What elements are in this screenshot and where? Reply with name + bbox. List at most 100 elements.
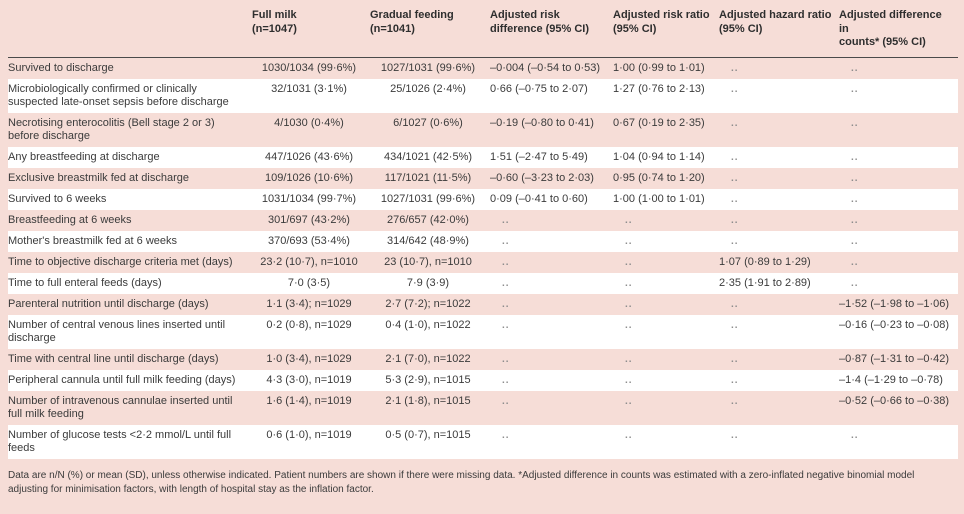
cell-adjusted-difference-in-counts: –0·87 (–1·31 to –0·42) [839,352,950,365]
cell-adjusted-risk-difference: 0·66 (–0·75 to 2·07) [490,82,588,95]
cell-adjusted-risk-ratio: .. [625,277,633,289]
cell-adjusted-risk-difference: .. [502,374,510,386]
row-label: Survived to discharge [8,61,114,74]
header-line: Gradual feeding [370,9,454,21]
cell-adjusted-difference-in-counts: .. [851,277,859,289]
cell-adjusted-risk-difference: –0·60 (–3·23 to 2·03) [490,171,594,184]
row-label: Necrotising enterocolitis (Bell stage 2 … [8,116,215,142]
cell-adjusted-hazard-ratio: 1·07 (0·89 to 1·29) [719,255,811,268]
outcomes-table: Full milk (n=1047) Gradual feeding (n=1041… [8,0,958,459]
table-row: Exclusive breastmilk fed at discharge 109… [8,168,958,189]
cell-gradual-feeding: 434/1021 (42·5%) [383,150,473,163]
cell-adjusted-difference-in-counts: .. [851,117,859,129]
cell-adjusted-hazard-ratio: .. [731,374,739,386]
outcomes-table-container: Full milk (n=1047) Gradual feeding (n=1041… [8,0,958,496]
cell-full-milk: 1030/1034 (99·6%) [261,61,357,74]
cell-adjusted-hazard-ratio: .. [731,298,739,310]
cell-adjusted-difference-in-counts: –0·52 (–0·66 to –0·38) [839,394,950,407]
header-row: Full milk (n=1047) Gradual feeding (n=1041… [8,0,958,58]
cell-adjusted-risk-ratio: .. [625,298,633,310]
table-row: Microbiologically confirmed or clinicall… [8,78,958,113]
cell-adjusted-risk-ratio: .. [625,353,633,365]
table-row: Breastfeeding at 6 weeks 301/697 (43·2%) 2… [8,210,958,231]
cell-adjusted-hazard-ratio: .. [731,83,739,95]
table-row: Number of intravenous cannulae inserted … [8,391,958,425]
cell-full-milk: 1031/1034 (99·7%) [261,192,357,205]
cell-adjusted-risk-difference: .. [502,298,510,310]
cell-adjusted-risk-ratio: 1·04 (0·94 to 1·14) [613,150,705,163]
cell-adjusted-risk-difference: .. [502,256,510,268]
header-line: (95% CI) [613,22,657,35]
row-label: Number of glucose tests <2·2 mmol/L unti… [8,428,232,454]
cell-full-milk: 301/697 (43·2%) [268,213,350,226]
column-header-adjusted-hazard-ratio: Adjusted hazard ratio (95% CI) [719,0,839,58]
column-header-outcome [8,0,252,58]
cell-adjusted-risk-difference: 1·51 (–2·47 to 5·49) [490,150,588,163]
header-line: counts* (95% CI) [839,36,926,48]
cell-adjusted-difference-in-counts: .. [851,193,859,205]
row-label: Mother's breastmilk fed at 6 weeks [8,234,178,247]
cell-adjusted-risk-difference: .. [502,319,510,331]
cell-adjusted-risk-difference: .. [502,235,510,247]
column-header-adjusted-risk-difference: Adjusted risk difference (95% CI) [490,0,613,58]
row-label: Time to objective discharge criteria met… [8,255,233,268]
header-line: difference (95% CI) [490,22,590,35]
cell-full-milk: 447/1026 (43·6%) [264,150,354,163]
cell-adjusted-hazard-ratio: .. [731,395,739,407]
cell-adjusted-risk-ratio: .. [625,256,633,268]
cell-adjusted-difference-in-counts: .. [851,83,859,95]
row-label: Time with central line until discharge (… [8,352,219,365]
cell-full-milk: 1·0 (3·4), n=1029 [266,352,352,365]
table-row: Mother's breastmilk fed at 6 weeks 370/69… [8,230,958,252]
cell-full-milk: 4·3 (3·0), n=1019 [266,373,352,386]
cell-adjusted-risk-difference: .. [502,395,510,407]
table-row: Necrotising enterocolitis (Bell stage 2 … [8,113,958,147]
cell-adjusted-hazard-ratio: .. [731,172,739,184]
cell-adjusted-risk-difference: –0·19 (–0·80 to 0·41) [490,116,594,129]
cell-adjusted-hazard-ratio: 2·35 (1·91 to 2·89) [719,276,811,289]
cell-gradual-feeding: 1027/1031 (99·6%) [380,61,476,74]
cell-adjusted-difference-in-counts: –1·52 (–1·98 to –1·06) [839,297,950,310]
cell-adjusted-risk-difference: .. [502,353,510,365]
cell-adjusted-difference-in-counts: .. [851,235,859,247]
cell-gradual-feeding: 1027/1031 (99·6%) [380,192,476,205]
cell-adjusted-risk-difference: 0·09 (–0·41 to 0·60) [490,192,588,205]
cell-gradual-feeding: 314/642 (48·9%) [387,234,469,247]
cell-gradual-feeding: 0·5 (0·7), n=1015 [385,428,471,441]
cell-gradual-feeding: 7·9 (3·9) [406,276,450,289]
header-line: Adjusted difference in [839,9,942,35]
cell-adjusted-difference-in-counts: .. [851,214,859,226]
cell-adjusted-hazard-ratio: .. [731,62,739,74]
header-line: Full milk [252,9,297,21]
table-row: Number of central venous lines inserted … [8,314,958,349]
cell-adjusted-risk-ratio: .. [625,214,633,226]
table-header: Full milk (n=1047) Gradual feeding (n=1041… [8,0,958,58]
cell-full-milk: 370/693 (53·4%) [268,234,350,247]
cell-adjusted-risk-difference: –0·004 (–0·54 to 0·53) [490,61,601,74]
cell-adjusted-risk-ratio: 0·67 (0·19 to 2·35) [613,116,705,129]
cell-adjusted-hazard-ratio: .. [731,429,739,441]
header-line: (n=1047) [252,22,297,35]
cell-adjusted-risk-ratio: .. [625,374,633,386]
cell-gradual-feeding: 2·1 (1·8), n=1015 [385,394,471,407]
cell-adjusted-risk-ratio: .. [625,235,633,247]
table-row: Survived to 6 weeks 1031/1034 (99·7%) 1027… [8,188,958,210]
cell-adjusted-hazard-ratio: .. [731,319,739,331]
cell-gradual-feeding: 2·7 (7·2); n=1022 [385,297,471,310]
cell-gradual-feeding: 0·4 (1·0), n=1022 [385,318,471,331]
cell-adjusted-difference-in-counts: .. [851,172,859,184]
cell-adjusted-risk-ratio: .. [625,395,633,407]
header-line: Adjusted risk ratio [613,9,710,21]
cell-adjusted-risk-difference: .. [502,277,510,289]
table-row: Time to full enteral feeds (days) 7·0 (3·… [8,272,958,294]
cell-adjusted-difference-in-counts: .. [851,151,859,163]
row-label: Exclusive breastmilk fed at discharge [8,171,189,184]
cell-full-milk: 7·0 (3·5) [287,276,331,289]
cell-full-milk: 109/1026 (10·6%) [264,171,354,184]
cell-gradual-feeding: 25/1026 (2·4%) [390,82,466,95]
table-footnote: Data are n/N (%) or mean (SD), unless ot… [8,469,915,496]
cell-full-milk: 32/1031 (3·1%) [271,82,347,95]
row-label: Number of central venous lines inserted … [8,318,226,344]
cell-adjusted-risk-difference: .. [502,214,510,226]
